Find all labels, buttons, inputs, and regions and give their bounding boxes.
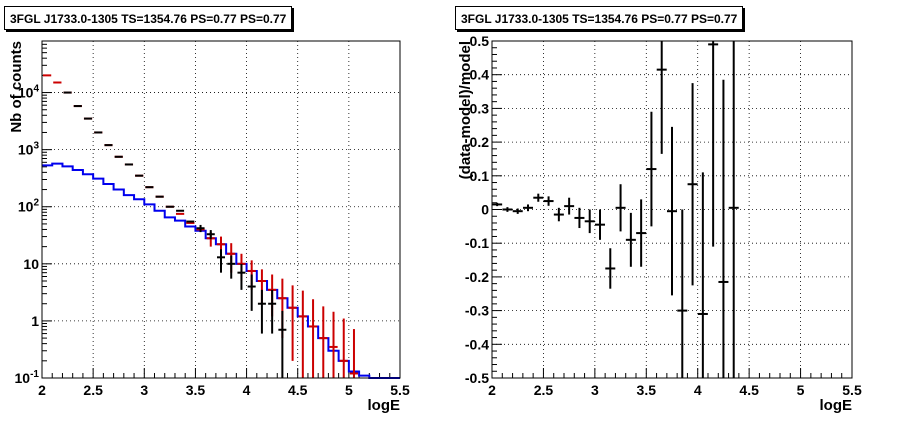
resid-y-tick-label-2: -0.3 bbox=[465, 303, 489, 319]
resid-y-tick-label-7: 0.2 bbox=[470, 134, 490, 150]
counts-frame bbox=[41, 40, 401, 379]
resid-x-tick-label-6: 5 bbox=[797, 382, 805, 398]
counts-y-tick-label-4: 103 bbox=[18, 141, 40, 158]
counts-x-axis-title: logE bbox=[368, 397, 401, 414]
model-histogram-line bbox=[42, 162, 400, 379]
resid-x-tick-label-0: 2 bbox=[488, 382, 496, 398]
resid-x-tick-label-4: 4 bbox=[694, 382, 702, 398]
resid-x-tick-label-5: 4.5 bbox=[739, 382, 759, 398]
counts-x-tick-label-5: 4.5 bbox=[288, 382, 308, 398]
resid-x-tick-label-3: 3.5 bbox=[637, 382, 657, 398]
counts-x-tick-label-7: 5.5 bbox=[390, 382, 410, 398]
counts-y-tick-label-5: 104 bbox=[18, 84, 40, 101]
resid-x-tick-label-2: 3 bbox=[591, 382, 599, 398]
resid-y-tick-label-5: 0 bbox=[481, 202, 489, 218]
counts-y-tick-label-1: 1 bbox=[31, 313, 39, 329]
counts-plot: 2 2.5 3 3.5 4 4.5 5 5.5 10-1 1 10 102 103 104 logE Nb o… bbox=[8, 40, 410, 414]
residuals-plot: 2 2.5 3 3.5 4 4.5 5 5.5 -0.5 -0.4 -0.3 -0.2 -0.1 0 0.1… bbox=[457, 33, 862, 414]
counts-y-tick-label-0: 10-1 bbox=[15, 369, 40, 386]
counts-x-tick-label-1: 2.5 bbox=[83, 382, 103, 398]
counts-panel: 2 2.5 3 3.5 4 4.5 5 5.5 10-1 1 10 102 103 104 logE Nb o… bbox=[4, 6, 410, 414]
counts-x-tick-label-2: 3 bbox=[140, 382, 148, 398]
resid-y-tick-label-4: -0.1 bbox=[465, 235, 489, 251]
counts-y-tick-label-2: 10 bbox=[23, 256, 39, 272]
resid-y-axis-title: (data-model)/model bbox=[457, 41, 474, 179]
resid-y-tick-label-10: 0.5 bbox=[470, 33, 490, 49]
residuals-panel: 2 2.5 3 3.5 4 4.5 5 5.5 -0.5 -0.4 -0.3 -0.2 -0.1 0 0.1… bbox=[449, 0, 898, 421]
resid-y-tick-label-8: 0.3 bbox=[470, 100, 490, 116]
counts-plot-title: 3FGL J1733.0-1305 TS=1354.76 PS=0.77 PS=… bbox=[4, 6, 293, 30]
counts-x-tick-label-0: 2 bbox=[38, 382, 46, 398]
resid-y-tick-label-3: -0.2 bbox=[465, 269, 489, 285]
counts-x-tick-label-4: 4 bbox=[243, 382, 251, 398]
resid-y-tick-label-1: -0.4 bbox=[465, 336, 489, 352]
residuals-plot-title: 3FGL J1733.0-1305 TS=1354.76 PS=0.77 PS=… bbox=[455, 6, 744, 30]
counts-x-tick-label-6: 5 bbox=[345, 382, 353, 398]
resid-y-tick-label-6: 0.1 bbox=[470, 168, 490, 184]
counts-y-axis-title: Nb of counts bbox=[8, 41, 25, 133]
resid-x-axis-title: logE bbox=[820, 397, 853, 414]
resid-y-tick-label-9: 0.4 bbox=[470, 67, 490, 83]
resid-x-tick-label-1: 2.5 bbox=[534, 382, 554, 398]
resid-x-tick-label-7: 5.5 bbox=[842, 382, 862, 398]
resid-y-tick-label-0: -0.5 bbox=[465, 370, 489, 386]
resid-frame bbox=[491, 40, 853, 379]
counts-x-tick-label-3: 3.5 bbox=[186, 382, 206, 398]
counts-y-tick-label-3: 102 bbox=[18, 198, 40, 215]
